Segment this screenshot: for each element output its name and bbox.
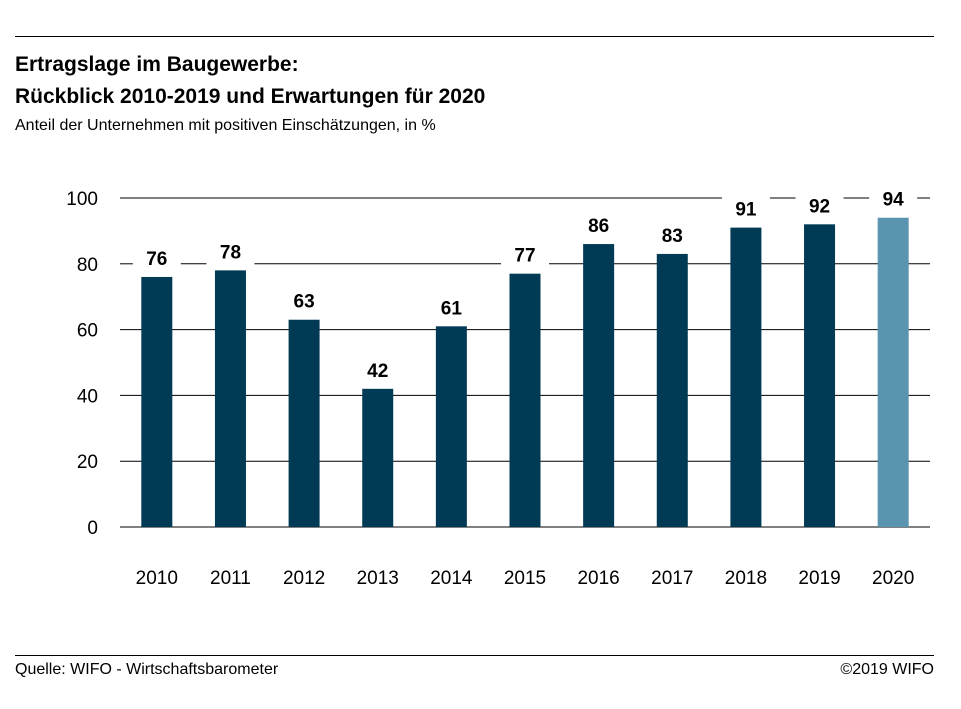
x-tick-label: 2018: [725, 568, 767, 589]
bar: [804, 224, 836, 527]
y-tick-label: 20: [77, 452, 98, 473]
top-rule: [15, 36, 934, 37]
bar: [583, 244, 615, 527]
bar: [362, 388, 394, 527]
bar: [656, 253, 688, 527]
bar: [877, 217, 909, 528]
bar: [509, 273, 541, 527]
x-tick-label: 2011: [210, 568, 251, 589]
x-tick-label: 2019: [798, 568, 840, 589]
y-tick-label: 60: [77, 321, 98, 342]
chart-subtitle: Anteil der Unternehmen mit positiven Ein…: [15, 117, 436, 134]
data-label: 76: [146, 249, 167, 270]
data-label: 91: [735, 200, 757, 221]
data-label: 92: [809, 196, 830, 217]
bar: [288, 319, 320, 527]
x-axis-ticks: 2010 2011 2012 2013 2014 2015 2016 2017 2018 2019…: [136, 568, 915, 589]
x-tick-label: 2014: [430, 568, 473, 589]
y-tick-label: 80: [77, 255, 98, 276]
copyright-note: ©2019 WIFO: [840, 661, 934, 678]
bar: [730, 227, 762, 528]
x-tick-label: 2013: [357, 568, 399, 589]
chart-title-line-1: Ertragslage im Baugewerbe:: [15, 53, 299, 76]
x-tick-label: 2010: [136, 568, 178, 589]
data-label: 61: [441, 298, 463, 319]
bar: [141, 276, 173, 527]
data-labels: 76 78 63 42 61 77 86 83 91 92 94: [146, 190, 904, 382]
data-label: 78: [220, 242, 241, 263]
x-tick-label: 2015: [504, 568, 546, 589]
data-label: 83: [662, 226, 683, 247]
x-tick-label: 2012: [283, 568, 325, 589]
data-label: 42: [367, 361, 388, 382]
y-tick-label: 100: [66, 189, 98, 210]
bottom-rule: [15, 655, 934, 656]
y-tick-label: 40: [77, 386, 98, 407]
x-tick-label: 2020: [872, 568, 914, 589]
source-note: Quelle: WIFO - Wirtschaftsbarometer: [15, 661, 279, 678]
bar: [435, 326, 467, 527]
data-label: 86: [588, 216, 609, 237]
bars: [141, 217, 909, 528]
x-tick-label: 2017: [651, 568, 693, 589]
y-tick-label: 0: [87, 518, 98, 539]
x-tick-label: 2016: [577, 568, 619, 589]
y-axis-ticks: 0 20 40 60 80 100: [66, 189, 98, 539]
data-label: 63: [294, 292, 315, 313]
data-label: 77: [514, 246, 535, 267]
bar: [214, 270, 246, 527]
chart-title-line-2: Rückblick 2010-2019 und Erwartungen für …: [15, 85, 486, 108]
data-label: 94: [883, 190, 905, 211]
